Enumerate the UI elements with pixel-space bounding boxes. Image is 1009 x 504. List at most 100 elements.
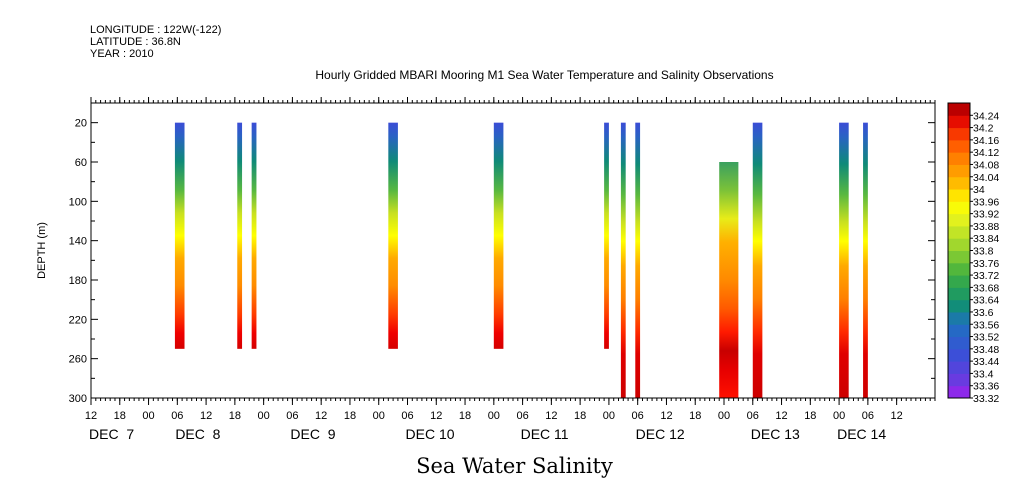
colorbar-label: 34.08 xyxy=(973,159,999,171)
y-tick-label: 20 xyxy=(75,118,87,130)
profile-column-2 xyxy=(251,122,257,349)
x-hour-label: 12 xyxy=(545,410,557,422)
colorbar-label: 34.2 xyxy=(973,123,994,135)
x-hour-label: 18 xyxy=(229,410,241,422)
profile-column-7 xyxy=(635,122,641,399)
x-hour-label: 06 xyxy=(862,410,874,422)
profile-column-4 xyxy=(493,122,504,349)
x-hour-label: 12 xyxy=(430,410,442,422)
x-hour-label: 18 xyxy=(689,410,701,422)
y-tick-label: 180 xyxy=(69,275,87,287)
colorbar-label: 33.32 xyxy=(973,393,999,405)
colorbar-label: 33.68 xyxy=(973,282,999,294)
x-hour-label: 12 xyxy=(315,410,327,422)
colorbar-cell xyxy=(948,189,970,202)
x-hour-label: 06 xyxy=(401,410,413,422)
y-tick-label: 60 xyxy=(75,157,87,169)
colorbar-cell xyxy=(948,225,970,239)
colorbar-cell xyxy=(948,103,970,116)
colorbar-cell xyxy=(948,311,970,325)
colorbar-cell xyxy=(948,262,970,276)
x-day-label: DEC 12 xyxy=(636,426,685,442)
colorbar-label: 33.88 xyxy=(973,221,999,233)
profile-column-10 xyxy=(839,122,849,399)
x-hour-label: 06 xyxy=(286,410,298,422)
colorbar-label: 33.84 xyxy=(973,233,999,245)
x-hour-label: 12 xyxy=(200,410,212,422)
x-hour-label: 12 xyxy=(891,410,903,422)
x-hour-label: 00 xyxy=(142,410,154,422)
x-day-label: DEC 14 xyxy=(837,426,886,442)
profile-column-1 xyxy=(237,122,243,349)
x-hour-label: 00 xyxy=(258,410,270,422)
colorbar-label: 34.16 xyxy=(973,135,999,147)
colorbar-label: 33.76 xyxy=(973,258,999,270)
colorbar-label: 34.12 xyxy=(973,147,999,159)
x-day-label: DEC 8 xyxy=(175,426,220,442)
x-hour-label: 06 xyxy=(632,410,644,422)
colorbar-cell xyxy=(948,115,970,129)
x-hour-label: 12 xyxy=(660,410,672,422)
y-tick-label: 260 xyxy=(69,354,87,366)
plot-area xyxy=(90,102,936,399)
plot-frame xyxy=(90,102,936,399)
colorbar-cell xyxy=(948,176,970,190)
profile-column-8 xyxy=(719,162,739,398)
colorbar-label: 33.64 xyxy=(973,295,999,307)
profile-column-3 xyxy=(388,122,398,349)
colorbar-label: 34.04 xyxy=(973,172,999,184)
x-hour-label: 00 xyxy=(603,410,615,422)
colorbar-label: 34.24 xyxy=(973,110,999,122)
chart-title: Hourly Gridded MBARI Mooring M1 Sea Wate… xyxy=(315,68,774,82)
colorbar-cell xyxy=(948,238,970,251)
colorbar-label: 33.52 xyxy=(973,332,999,344)
colorbar-cell xyxy=(948,299,970,313)
colorbar-label: 33.44 xyxy=(973,356,999,368)
colorbar-label: 34 xyxy=(973,184,985,196)
longitude-label: LONGITUDE : 122W(-122) xyxy=(90,24,222,36)
colorbar-label: 33.56 xyxy=(973,319,999,331)
colorbar-cell xyxy=(948,213,970,227)
colorbar-cell xyxy=(948,385,970,399)
colorbar-label: 33.72 xyxy=(973,270,999,282)
x-day-label: DEC 9 xyxy=(290,426,335,442)
x-day-label: DEC 11 xyxy=(521,426,569,442)
colorbar-cell xyxy=(948,250,970,264)
colorbar-label: 33.6 xyxy=(973,307,994,319)
colorbar-cell xyxy=(948,287,970,301)
x-axis-title: Sea Water Salinity xyxy=(416,454,613,478)
x-hour-label: 06 xyxy=(747,410,759,422)
x-hour-label: 00 xyxy=(833,410,845,422)
x-hour-label: 18 xyxy=(114,410,126,422)
x-hour-label: 12 xyxy=(775,410,787,422)
colorbar-label: 33.48 xyxy=(973,344,999,356)
y-tick-label: 100 xyxy=(69,196,87,208)
colorbar-cell xyxy=(948,275,970,288)
colorbar-cell xyxy=(948,201,970,215)
metadata-block: LONGITUDE : 122W(-122) LATITUDE : 36.8N … xyxy=(90,24,221,60)
x-hour-label: 06 xyxy=(516,410,528,422)
colorbar-cell xyxy=(948,361,970,374)
colorbar-label: 33.8 xyxy=(973,246,994,258)
colorbar-cell xyxy=(948,164,970,178)
latitude-label: LATITUDE : 36.8N xyxy=(90,36,181,48)
profile-column-5 xyxy=(604,122,609,349)
x-hour-label: 18 xyxy=(804,410,816,422)
colorbar-label: 33.4 xyxy=(973,368,994,380)
profile-column-9 xyxy=(752,122,763,399)
x-hour-label: 18 xyxy=(344,410,356,422)
y-axis-title: DEPTH (m) xyxy=(36,222,48,279)
colorbar-cell xyxy=(948,139,970,153)
profile-column-11 xyxy=(863,122,868,399)
x-hour-label: 18 xyxy=(574,410,586,422)
colorbar-cell xyxy=(948,373,970,387)
year-label: YEAR : 2010 xyxy=(90,48,154,60)
colorbar-label: 33.96 xyxy=(973,196,999,208)
colorbar-cell xyxy=(948,348,970,362)
x-day-label: DEC 13 xyxy=(751,426,800,442)
y-tick-label: 220 xyxy=(69,314,87,326)
colorbar-cell xyxy=(948,152,970,165)
colorbar-cell xyxy=(948,127,970,141)
colorbar-cell xyxy=(948,324,970,338)
